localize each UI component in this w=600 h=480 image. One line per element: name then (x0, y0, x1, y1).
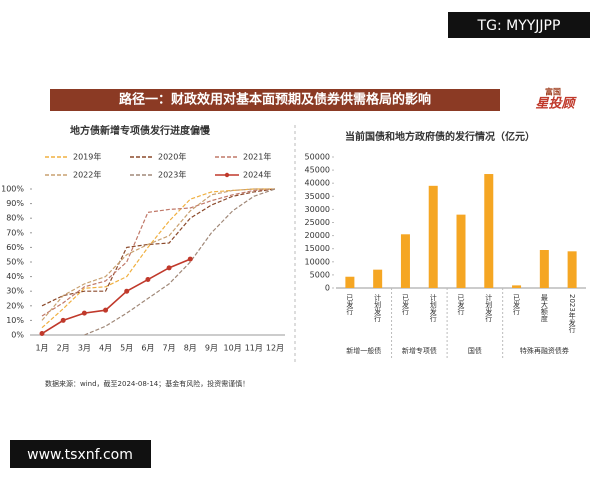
y-tick-label: 15000 (305, 244, 330, 253)
bar (400, 234, 410, 288)
watermark: www.tsxnf.com (27, 447, 133, 463)
x-tick-label: 1月 (35, 344, 48, 353)
y-tick-label: 90% (6, 199, 24, 208)
group-label: 新增一般债 (346, 346, 381, 355)
bar (484, 174, 494, 288)
y-tick-label: 0% (11, 331, 24, 340)
y-tick-label: 50% (6, 258, 24, 267)
x-tick-label: 4月 (99, 344, 112, 353)
x-tick-label: 2023年发行 (568, 294, 576, 334)
line-series (41, 188, 276, 317)
y-tick-label: 70% (6, 228, 24, 237)
y-tick-label: 45000 (305, 166, 330, 175)
x-tick-label: 3月 (78, 344, 91, 353)
point (145, 277, 151, 283)
y-tick-label: 10000 (305, 257, 330, 266)
y-tick-label: 30% (6, 287, 24, 296)
chart-title: 当前国债和地方政府债的发行情况（亿元） (345, 130, 535, 143)
x-tick-label: 6月 (141, 344, 154, 353)
y-tick-label: 40000 (305, 179, 330, 188)
x-tick-label: 已发行 (457, 294, 465, 316)
watermark-box (448, 12, 590, 38)
x-tick-label: 10月 (224, 344, 242, 353)
x-tick-label: 12月 (266, 344, 284, 353)
line-series (41, 188, 275, 329)
x-tick-label: 11月 (245, 344, 263, 353)
bar (512, 285, 522, 288)
point (39, 331, 45, 337)
legend-marker (224, 172, 230, 178)
watermark-box (10, 440, 151, 468)
y-tick-label: 40% (6, 272, 24, 281)
point (187, 256, 193, 262)
y-tick-label: 0 (325, 284, 330, 293)
y-tick-label: 20% (6, 301, 24, 310)
y-tick-label: 60% (6, 243, 24, 252)
y-tick-label: 5000 (310, 270, 330, 279)
y-tick-label: 80% (6, 214, 24, 223)
legend-label: 2024年 (243, 170, 271, 180)
logo-top: 富国 (545, 87, 561, 97)
y-tick-label: 25000 (305, 218, 330, 227)
point (81, 310, 87, 316)
banner-title: 路径一：财政效用对基本面预期及债券供需格局的影响 (119, 92, 431, 108)
legend-label: 2023年 (158, 170, 186, 180)
line-series (41, 258, 191, 335)
y-tick-label: 35000 (305, 192, 330, 201)
bar (373, 269, 383, 288)
x-tick-label: 最大额度 (540, 294, 548, 323)
line-series (41, 188, 276, 307)
bar (567, 251, 577, 288)
point (60, 317, 66, 323)
legend-label: 2019年 (73, 152, 101, 162)
x-tick-label: 已发行 (401, 294, 409, 316)
legend-label: 2021年 (243, 152, 271, 162)
x-tick-label: 9月 (205, 344, 218, 353)
bar (539, 250, 549, 288)
point (103, 307, 109, 313)
banner (50, 89, 500, 111)
point (124, 288, 130, 294)
point (166, 265, 172, 271)
x-tick-label: 计划发行 (374, 293, 382, 323)
legend-label: 2020年 (158, 152, 186, 162)
group-label: 国债 (468, 346, 482, 355)
y-tick-label: 50000 (305, 153, 330, 162)
x-tick-label: 计划发行 (485, 293, 493, 323)
x-tick-label: 已发行 (513, 294, 521, 316)
x-tick-label: 已发行 (346, 294, 354, 316)
source: 数据来源：wind，截至2024-08-14；基金有风险，投资需谨慎！ (45, 379, 249, 388)
y-tick-label: 30000 (305, 205, 330, 214)
y-tick-label: 20000 (305, 231, 330, 240)
bar (345, 276, 355, 288)
x-tick-label: 2月 (57, 344, 70, 353)
watermark: TG: MYYJJPP (477, 18, 561, 34)
legend-label: 2022年 (73, 170, 101, 180)
group-label: 特殊再融资债券 (520, 346, 569, 355)
logo-main: 星投顾 (535, 96, 577, 112)
y-tick-label: 10% (6, 316, 24, 325)
bar (456, 214, 466, 288)
line-series (84, 188, 276, 336)
group-label: 新增专项债 (402, 346, 437, 355)
y-tick-label: 100% (1, 185, 24, 194)
chart-title: 地方债新增专项债发行进度偏慢 (70, 124, 211, 137)
x-tick-label: 8月 (184, 344, 197, 353)
x-tick-label: 5月 (120, 344, 133, 353)
x-tick-label: 计划发行 (429, 293, 437, 323)
line-series (41, 188, 275, 321)
bar (428, 185, 438, 288)
x-tick-label: 7月 (163, 344, 176, 353)
